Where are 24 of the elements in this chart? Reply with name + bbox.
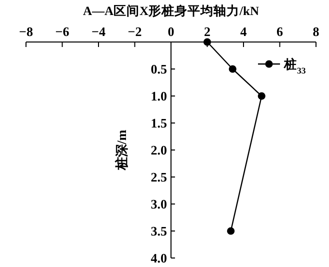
- legend-label: 桩$_{33}$: [283, 56, 306, 76]
- point: [258, 92, 266, 100]
- y-tick-label: 4.0: [150, 250, 167, 266]
- x-tick-label: 8: [312, 24, 320, 39]
- x-axis-title: A—A区间X形桩身平均轴力/kN: [82, 3, 260, 18]
- x-tick-label: 0: [168, 24, 174, 39]
- x-tick-label: 2: [204, 24, 210, 39]
- y-tick-label: 1.5: [150, 116, 168, 130]
- y-tick-label: 1.0: [150, 88, 167, 104]
- x-tick-label: −6: [55, 24, 70, 39]
- x-tick-label: −4: [92, 24, 106, 39]
- point: [228, 65, 236, 73]
- x-tick-label: 4: [240, 24, 248, 39]
- y-tick-label: 2.0: [150, 142, 167, 158]
- y-tick-label: 3.0: [150, 196, 167, 212]
- y-tick-label: 2.5: [150, 170, 168, 184]
- y-axis-title: 桩深/m: [114, 130, 129, 172]
- x-tick-label: −8: [19, 24, 34, 39]
- legend: 桩$_{33}$: [258, 58, 306, 76]
- x-tick-label: 6: [276, 24, 284, 39]
- y-tick-label: 3.5: [150, 224, 168, 238]
- y-tick-label: 0.5: [150, 62, 168, 76]
- x-tick-label: −2: [128, 24, 142, 39]
- point: [227, 227, 235, 235]
